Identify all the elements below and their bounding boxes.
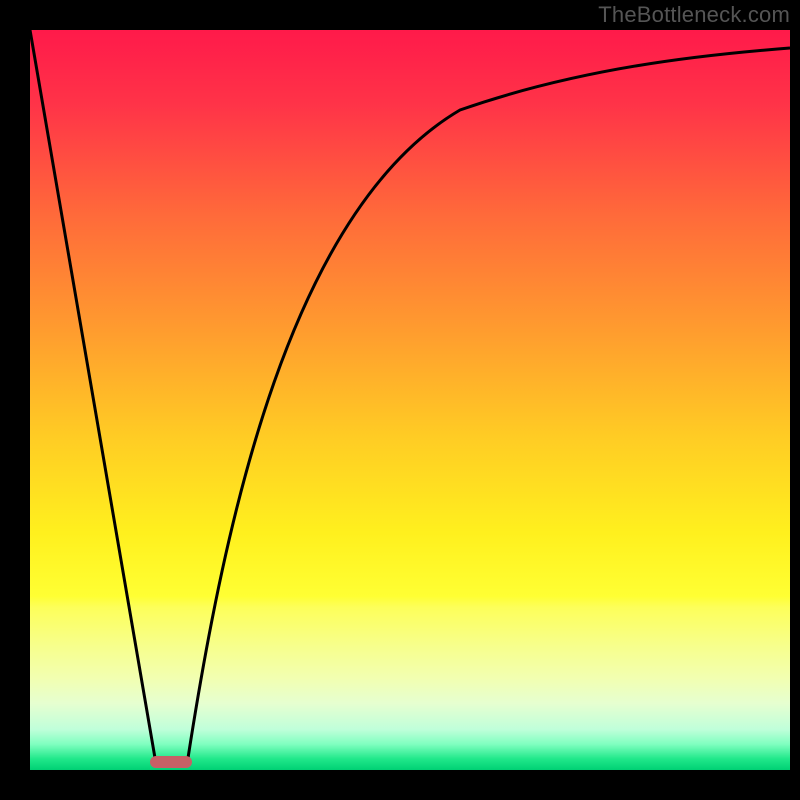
plot-area xyxy=(30,30,790,770)
valley-marker xyxy=(150,756,192,768)
watermark-text: TheBottleneck.com xyxy=(598,2,790,28)
chart-container: TheBottleneck.com xyxy=(0,0,800,800)
bottleneck-chart xyxy=(0,0,800,800)
